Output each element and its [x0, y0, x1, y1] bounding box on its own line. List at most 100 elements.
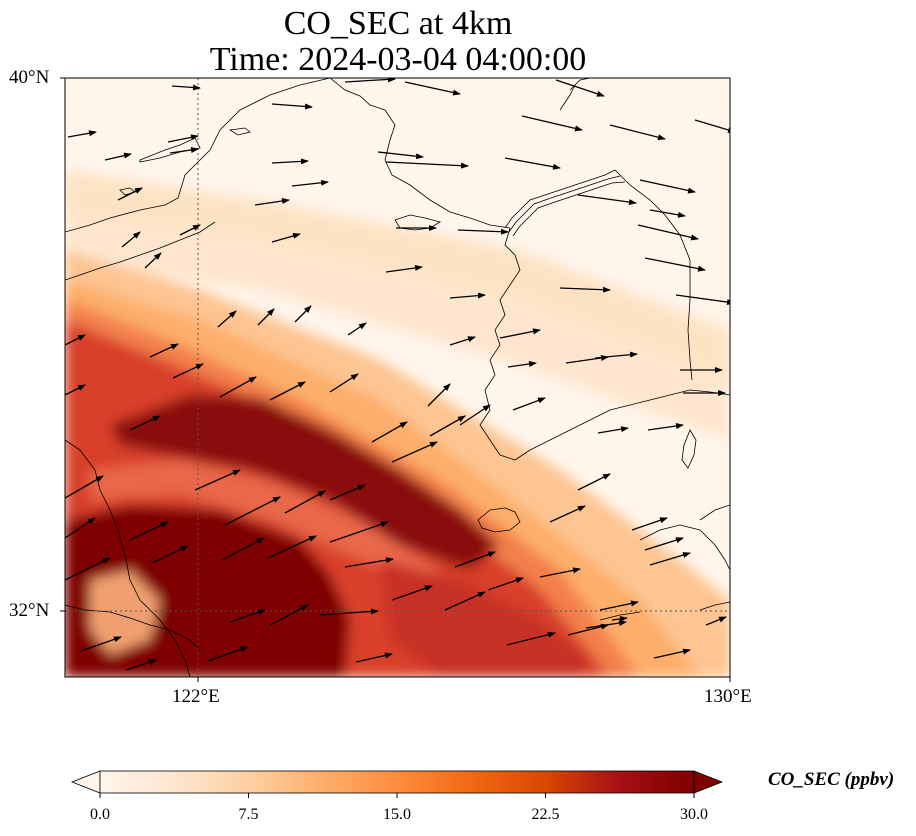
wind-arrow: [271, 158, 309, 165]
wind-arrow: [319, 608, 379, 616]
wind-arrow: [347, 322, 367, 336]
wind-arrow: [512, 397, 546, 411]
wind-arrow: [567, 623, 609, 636]
wind-arrow: [104, 152, 132, 161]
wind-arrow: [404, 81, 461, 96]
gridlines: [65, 78, 730, 677]
wind-arrow: [254, 198, 290, 206]
wind-arrow: [377, 151, 424, 160]
wind-arrow: [609, 124, 666, 141]
wind-arrow: [559, 286, 611, 293]
wind-arrow: [454, 551, 496, 568]
wind-arrow: [555, 79, 605, 97]
map-time-subtitle: Time: 2024-03-04 04:00:00: [209, 41, 587, 78]
colorbar-bar: [99, 770, 695, 794]
wind-arrow: [371, 421, 408, 443]
wind-arrow: [269, 604, 309, 626]
wind-arrow: [521, 115, 583, 132]
wind-arrow: [169, 147, 199, 154]
wind-arrow: [257, 308, 275, 326]
wind-arrow: [172, 363, 204, 379]
colorbar-tick-label: 0.0: [90, 806, 110, 823]
colorbar-tick-label: 7.5: [238, 806, 259, 823]
wind-arrow: [585, 620, 627, 629]
wind-arrow: [577, 194, 637, 206]
wind-arrow: [167, 134, 199, 143]
wind-arrow: [144, 252, 162, 269]
wind-arrow: [207, 646, 249, 662]
wind-arrow: [229, 609, 266, 623]
wind-arrow: [194, 469, 241, 491]
wind-arrow: [449, 336, 476, 346]
wind-arrow: [644, 257, 706, 272]
map-title: CO_SEC at 4km: [283, 5, 513, 42]
wind-arrow: [705, 616, 727, 626]
wind-arrow: [594, 351, 638, 359]
wind-arrow: [179, 224, 201, 236]
wind-arrow: [269, 381, 306, 401]
wind-arrow: [639, 179, 696, 194]
wind-arrow: [429, 415, 466, 437]
coastline: [65, 78, 730, 677]
colorbar-extend-min: [70, 770, 101, 794]
wind-arrow: [151, 545, 189, 564]
lon-tick-label: 122°E: [172, 686, 220, 707]
wind-arrow: [65, 384, 86, 396]
wind-arrow: [391, 585, 433, 601]
wind-arrow: [271, 103, 313, 110]
wind-arrow: [129, 521, 169, 541]
wind-arrow: [647, 423, 684, 431]
wind-arrow: [117, 187, 143, 201]
wind-arrow: [504, 157, 561, 170]
wind-arrow: [291, 179, 329, 187]
wind-arrow: [539, 567, 581, 578]
wind-arrow: [217, 310, 237, 328]
wind-arrow: [65, 557, 111, 581]
wind-arrow: [271, 233, 301, 243]
wind-arrow: [457, 228, 509, 235]
wind-arrow: [129, 415, 161, 431]
wind-arrow: [385, 161, 469, 169]
wind-arrow: [344, 78, 396, 83]
lat-tick-label: 32°N: [9, 600, 50, 621]
wind-arrow: [121, 231, 141, 248]
wind-arrow: [506, 631, 556, 646]
wind-arrow: [444, 591, 486, 611]
colorbar-tick-label: 15.0: [383, 806, 411, 823]
wind-arrow: [267, 535, 317, 559]
wind-arrow: [549, 505, 586, 523]
co-concentration-field: [65, 170, 730, 677]
map-frame: [64, 77, 731, 678]
wind-arrow: [631, 517, 668, 531]
wind-arrow: [611, 615, 628, 622]
wind-arrow: [599, 600, 639, 611]
wind-arrow: [67, 130, 97, 138]
wind-arrow: [329, 484, 366, 501]
wind-arrow: [65, 475, 104, 499]
colorbar-label: CO_SEC (ppbv): [768, 769, 895, 790]
wind-arrow: [344, 557, 394, 568]
wind-arrow: [224, 496, 281, 526]
wind-vector-field: [65, 78, 730, 671]
wind-arrow: [221, 537, 265, 561]
colorbar-extend-max: [693, 770, 724, 794]
wind-arrow: [80, 636, 122, 652]
wind-arrow: [329, 521, 389, 543]
colorbar-ticks: [99, 793, 695, 798]
wind-arrow: [355, 652, 393, 663]
wind-arrow: [507, 361, 537, 368]
colorbar-tick-label: 30.0: [680, 806, 708, 823]
wind-arrow: [487, 577, 524, 591]
wind-arrow: [499, 328, 541, 339]
wind-arrow: [427, 383, 451, 407]
wind-arrow: [65, 334, 86, 346]
axis-ticks: [60, 77, 731, 682]
wind-arrow: [675, 294, 730, 306]
lon-tick-label: 130°E: [704, 686, 752, 707]
wind-arrow: [391, 441, 438, 463]
wind-arrow: [294, 305, 312, 323]
wind-arrow: [637, 224, 699, 241]
wind-arrow: [649, 552, 691, 566]
